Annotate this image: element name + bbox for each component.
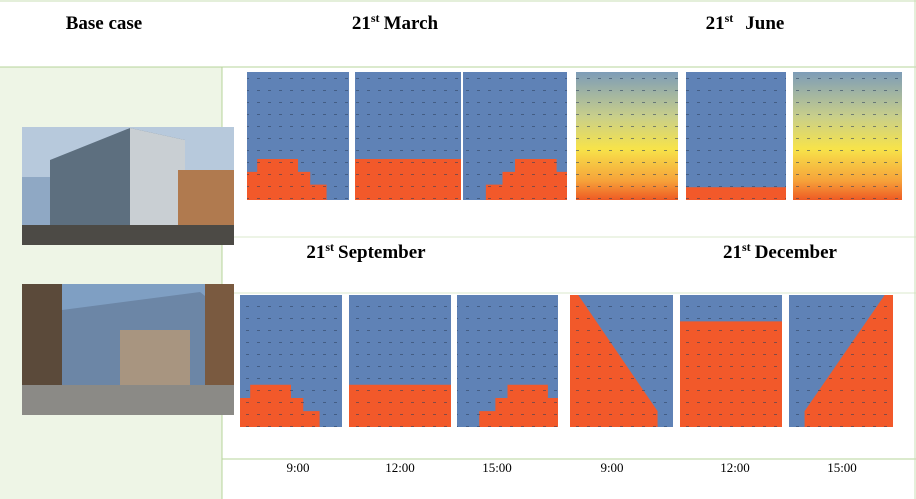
month: June	[745, 13, 784, 34]
ordinal: st	[371, 11, 380, 25]
column-heading: 21st June	[706, 11, 785, 34]
time-label: 9:00	[286, 460, 309, 475]
section-heading: 21st September	[306, 240, 426, 263]
heatmap-grid	[240, 295, 342, 427]
heatmap-grid	[457, 295, 558, 427]
heatmap-grid	[570, 295, 673, 427]
heatmap-grid	[355, 72, 461, 200]
day: 21	[352, 13, 371, 34]
time-label: 15:00	[482, 460, 512, 475]
time-label: 15:00	[827, 460, 857, 475]
day: 21	[723, 242, 742, 263]
ordinal: st	[725, 11, 734, 25]
ordinal: st	[742, 240, 751, 254]
building-photo	[22, 127, 234, 245]
figure: Base case 21stMarch 21stJune 21stSeptemb…	[0, 0, 916, 499]
building-photo	[22, 284, 234, 415]
column-heading: 21st March	[352, 11, 439, 34]
month: March	[384, 13, 439, 34]
heatmap-grid	[576, 72, 678, 200]
ordinal: st	[325, 240, 334, 254]
time-label: 12:00	[385, 460, 415, 475]
heatmap-grid	[463, 72, 567, 200]
header-title: Base case	[66, 13, 143, 34]
day: 21	[706, 13, 725, 34]
month: December	[755, 242, 838, 263]
heatmap-grid	[349, 295, 451, 427]
heatmap-grid	[789, 295, 893, 427]
time-label: 9:00	[600, 460, 623, 475]
time-label: 12:00	[720, 460, 750, 475]
heatmap-grid	[686, 72, 786, 200]
day: 21	[306, 242, 325, 263]
heatmap-grid	[680, 295, 782, 427]
heatmap-grid	[793, 72, 902, 200]
heatmap-grid	[247, 72, 349, 200]
month: September	[338, 242, 426, 263]
section-heading: 21st December	[723, 240, 838, 263]
